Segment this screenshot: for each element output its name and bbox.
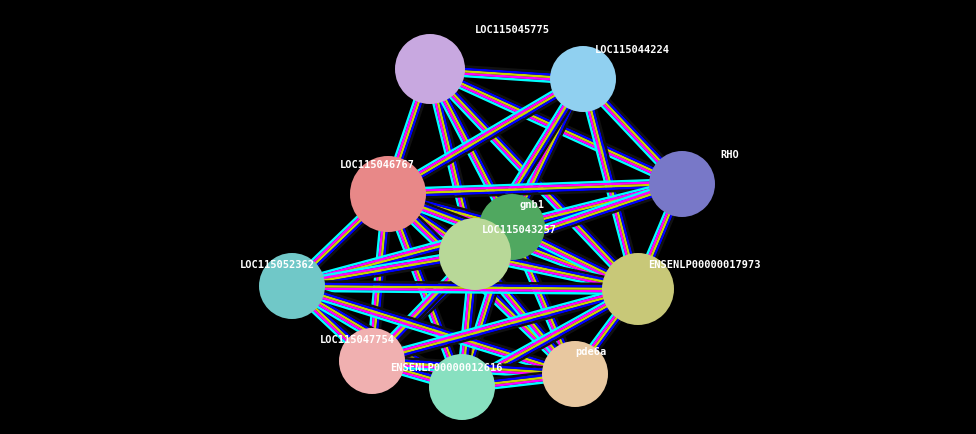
Text: LOC115045775: LOC115045775 bbox=[475, 25, 550, 35]
Circle shape bbox=[479, 194, 545, 260]
Text: ENSENLP00000012616: ENSENLP00000012616 bbox=[390, 362, 503, 372]
Circle shape bbox=[395, 35, 465, 105]
Text: LOC115043257: LOC115043257 bbox=[482, 224, 557, 234]
Text: LOC115046767: LOC115046767 bbox=[340, 160, 415, 170]
Circle shape bbox=[602, 253, 674, 325]
Circle shape bbox=[542, 341, 608, 407]
Circle shape bbox=[649, 151, 715, 217]
Text: LOC115047754: LOC115047754 bbox=[320, 334, 395, 344]
Circle shape bbox=[259, 253, 325, 319]
Text: RHO: RHO bbox=[720, 150, 739, 160]
Text: LOC115052362: LOC115052362 bbox=[240, 260, 315, 270]
Text: gnb1: gnb1 bbox=[520, 200, 545, 210]
Circle shape bbox=[439, 218, 511, 290]
Circle shape bbox=[550, 47, 616, 113]
Text: ENSENLP00000017973: ENSENLP00000017973 bbox=[648, 260, 760, 270]
Text: pde6a: pde6a bbox=[575, 346, 606, 356]
Circle shape bbox=[339, 328, 405, 394]
Circle shape bbox=[350, 157, 426, 233]
Circle shape bbox=[429, 354, 495, 420]
Text: LOC115044224: LOC115044224 bbox=[595, 45, 670, 55]
